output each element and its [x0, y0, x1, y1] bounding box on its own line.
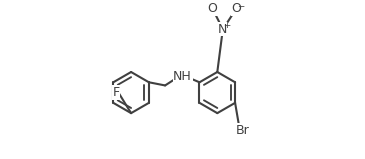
Text: F: F — [112, 86, 120, 99]
Text: −: − — [237, 1, 245, 10]
Text: NH: NH — [173, 70, 192, 83]
Text: +: + — [223, 21, 230, 30]
Text: O: O — [208, 2, 218, 15]
Text: Br: Br — [236, 124, 250, 137]
Text: O: O — [231, 2, 241, 15]
Text: N: N — [218, 23, 227, 36]
